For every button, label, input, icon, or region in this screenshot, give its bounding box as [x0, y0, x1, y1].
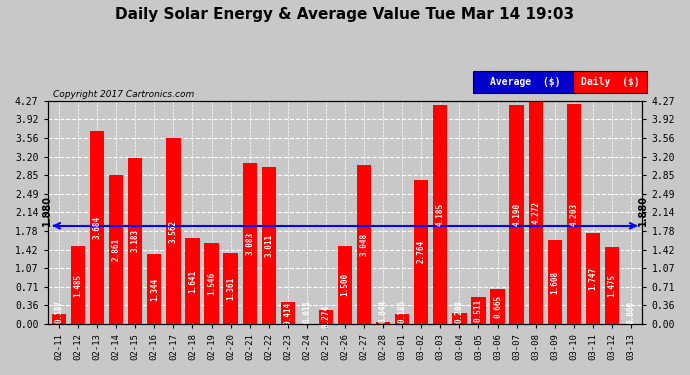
Text: 1.485: 1.485	[74, 274, 83, 297]
Bar	[433, 105, 448, 324]
Bar	[414, 180, 428, 324]
Text: 1.344: 1.344	[150, 278, 159, 300]
Bar	[566, 104, 581, 324]
Bar	[128, 158, 142, 324]
Bar	[509, 105, 524, 324]
Text: 1.361: 1.361	[226, 277, 235, 300]
Text: 1.641: 1.641	[188, 270, 197, 293]
Text: 1.880: 1.880	[41, 195, 52, 226]
Bar	[262, 166, 276, 324]
Text: 1.608: 1.608	[550, 270, 560, 294]
Bar	[338, 246, 352, 324]
Text: 1.747: 1.747	[589, 267, 598, 290]
Text: 4.190: 4.190	[512, 203, 521, 226]
Bar	[471, 297, 486, 324]
Bar	[71, 246, 85, 324]
Text: 0.414: 0.414	[284, 302, 293, 325]
Bar	[281, 303, 295, 324]
Text: 1.546: 1.546	[207, 272, 216, 295]
Bar	[586, 233, 600, 324]
Bar	[529, 101, 543, 324]
Text: 0.274: 0.274	[322, 305, 331, 328]
Bar	[204, 243, 219, 324]
Text: 3.048: 3.048	[359, 233, 368, 256]
Text: 3.183: 3.183	[130, 230, 140, 252]
Bar	[242, 163, 257, 324]
Text: Copyright 2017 Cartronics.com: Copyright 2017 Cartronics.com	[54, 90, 195, 99]
Text: Daily Solar Energy & Average Value Tue Mar 14 19:03: Daily Solar Energy & Average Value Tue M…	[115, 8, 575, 22]
Text: 1.500: 1.500	[340, 273, 350, 297]
Bar	[605, 247, 619, 324]
Bar	[90, 132, 104, 324]
Text: 0.044: 0.044	[379, 300, 388, 323]
Text: 4.272: 4.272	[531, 201, 540, 224]
Text: 0.187: 0.187	[55, 300, 63, 323]
Text: 3.562: 3.562	[169, 219, 178, 243]
Text: 1.880: 1.880	[638, 195, 649, 226]
Bar	[166, 138, 181, 324]
Text: 3.083: 3.083	[245, 232, 254, 255]
Text: 0.511: 0.511	[474, 299, 483, 322]
Text: 0.665: 0.665	[493, 295, 502, 318]
Bar	[52, 314, 66, 324]
Bar	[491, 290, 504, 324]
Text: 3.684: 3.684	[92, 216, 101, 239]
Bar	[452, 313, 466, 324]
FancyBboxPatch shape	[573, 71, 647, 93]
Text: 0.011: 0.011	[302, 300, 311, 323]
Bar	[376, 322, 391, 324]
Text: 2.764: 2.764	[417, 240, 426, 263]
Text: Average  ($): Average ($)	[490, 77, 560, 87]
Text: 0.186: 0.186	[397, 300, 406, 323]
Text: 4.203: 4.203	[569, 202, 578, 226]
Text: 1.475: 1.475	[607, 274, 616, 297]
Bar	[395, 314, 409, 324]
Text: 2.861: 2.861	[112, 238, 121, 261]
Text: Daily  ($): Daily ($)	[581, 77, 640, 87]
Bar	[357, 165, 371, 324]
Text: 0.000: 0.000	[627, 300, 635, 324]
Bar	[186, 238, 199, 324]
Bar	[224, 253, 238, 324]
Bar	[147, 254, 161, 324]
Bar	[319, 310, 333, 324]
Text: 4.185: 4.185	[436, 203, 445, 226]
Bar	[548, 240, 562, 324]
Bar	[109, 174, 124, 324]
FancyBboxPatch shape	[473, 71, 577, 93]
Text: 3.011: 3.011	[264, 234, 273, 257]
Text: 0.208: 0.208	[455, 300, 464, 323]
